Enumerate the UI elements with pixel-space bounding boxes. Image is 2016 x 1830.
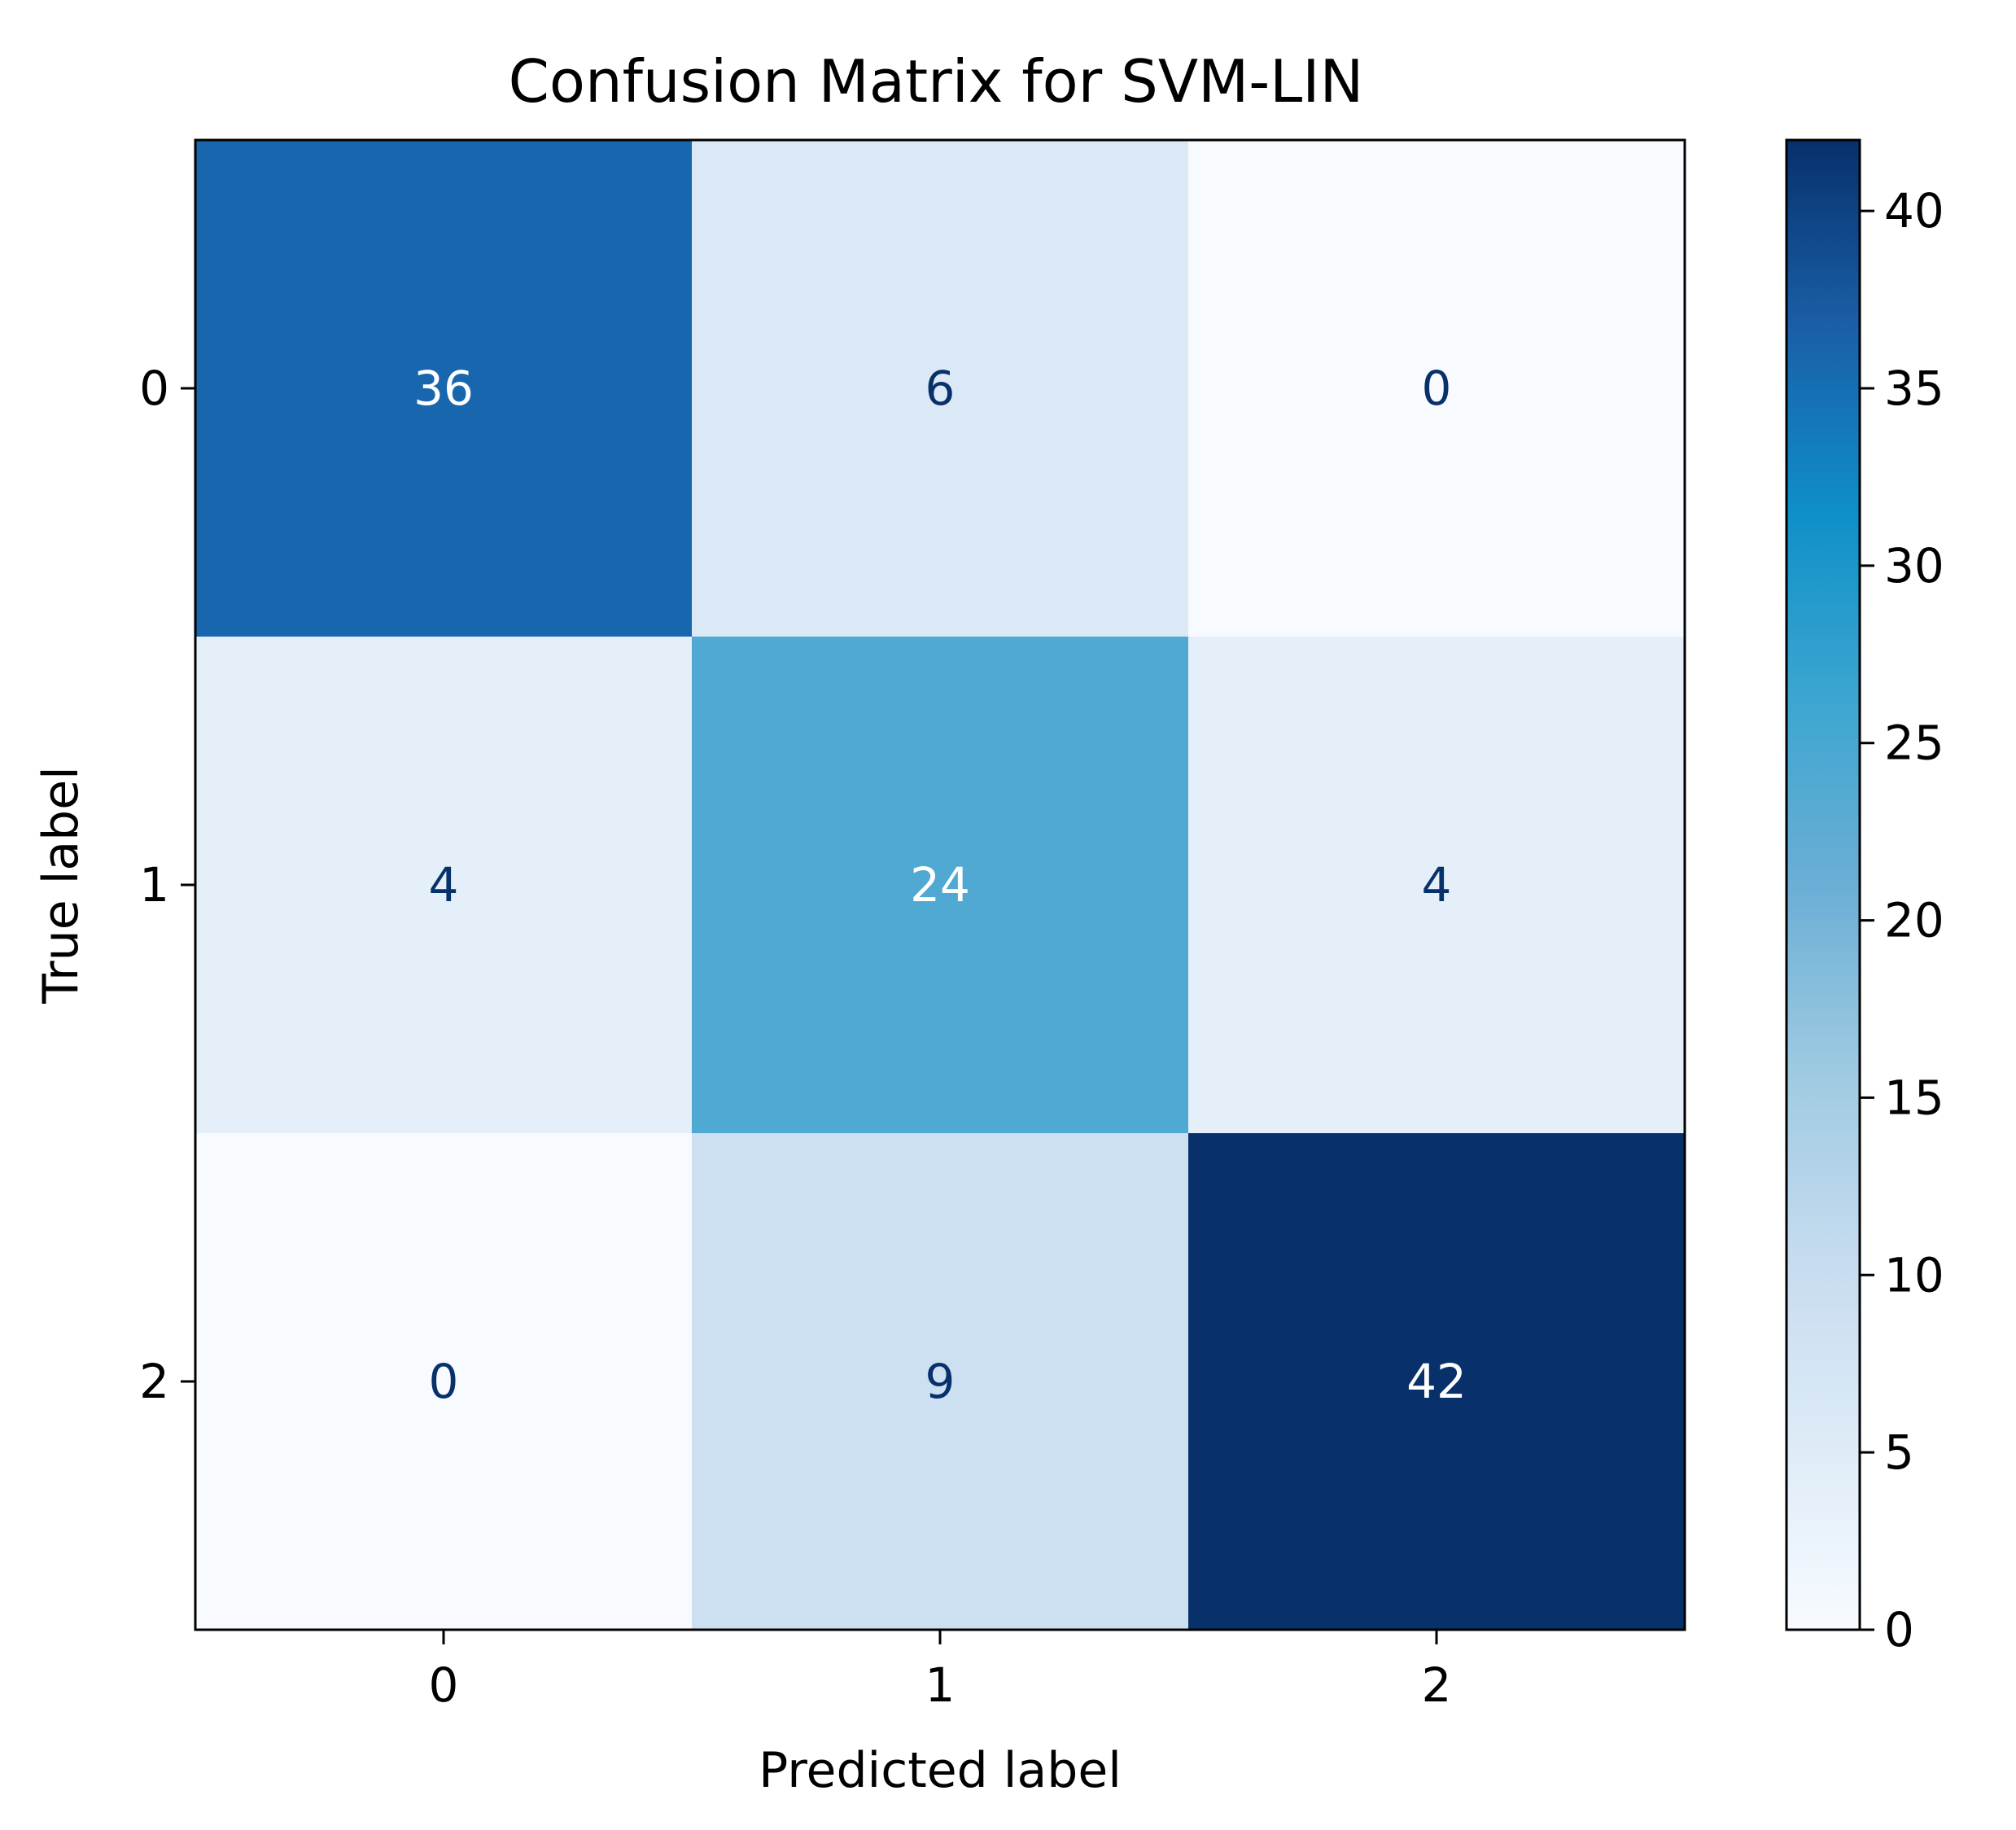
colorbar-tick-label-3: 15 xyxy=(1884,1070,1944,1125)
cell-r2-c0 xyxy=(195,1133,693,1631)
cell-r1-c1 xyxy=(692,637,1189,1134)
cell-value-r2-c1: 9 xyxy=(925,1354,956,1409)
cell-r0-c1 xyxy=(692,140,1189,637)
colorbar-tick-label-6: 30 xyxy=(1884,538,1944,593)
cell-value-r1-c0: 4 xyxy=(429,857,459,913)
colorbar-tick-label-4: 20 xyxy=(1884,893,1944,948)
colorbar-tick-label-7: 35 xyxy=(1884,361,1944,416)
cell-value-r1-c2: 4 xyxy=(1422,857,1452,913)
cell-value-r2-c2: 42 xyxy=(1406,1354,1467,1409)
cell-r1-c2 xyxy=(1188,637,1686,1134)
heatmap-cells xyxy=(195,140,1686,1631)
y-axis-ticks: 0 1 2 xyxy=(139,361,195,1409)
cell-r0-c2 xyxy=(1188,140,1686,637)
cell-r2-c1 xyxy=(692,1133,1189,1631)
x-tick-label-1: 1 xyxy=(925,1657,956,1713)
cell-r0-c0 xyxy=(195,140,693,637)
cell-value-r0-c0: 36 xyxy=(413,361,474,416)
cell-value-r2-c0: 0 xyxy=(429,1354,459,1409)
x-axis-ticks: 0 1 2 xyxy=(429,1630,1452,1713)
colorbar-tick-label-5: 25 xyxy=(1884,716,1944,771)
cell-value-r0-c2: 0 xyxy=(1422,361,1452,416)
x-axis-label: Predicted label xyxy=(759,1742,1122,1799)
colorbar xyxy=(1785,138,1861,1631)
cell-value-r0-c1: 6 xyxy=(925,361,956,416)
colorbar-tick-label-8: 40 xyxy=(1884,183,1944,239)
colorbar-tick-label-2: 10 xyxy=(1884,1247,1944,1302)
cell-r2-c2 xyxy=(1188,1133,1686,1631)
x-tick-label-0: 0 xyxy=(429,1657,459,1713)
chart-title: Confusion Matrix for SVM-LIN xyxy=(509,47,1364,116)
colorbar-tick-label-0: 0 xyxy=(1884,1602,1914,1657)
colorbar-ticks: 0 5 10 15 20 25 30 35 40 xyxy=(1860,183,1944,1657)
cell-value-r1-c1: 24 xyxy=(910,857,970,913)
x-tick-label-2: 2 xyxy=(1422,1657,1452,1713)
y-tick-label-2: 2 xyxy=(139,1354,169,1409)
colorbar-tick-label-1: 5 xyxy=(1884,1425,1914,1480)
y-tick-label-0: 0 xyxy=(139,361,169,416)
heatmap-cell-labels: 36 6 0 4 24 4 0 9 42 xyxy=(413,361,1467,1409)
y-axis-label: True label xyxy=(33,766,90,1005)
cell-r1-c0 xyxy=(195,637,693,1134)
y-tick-label-1: 1 xyxy=(139,857,169,913)
